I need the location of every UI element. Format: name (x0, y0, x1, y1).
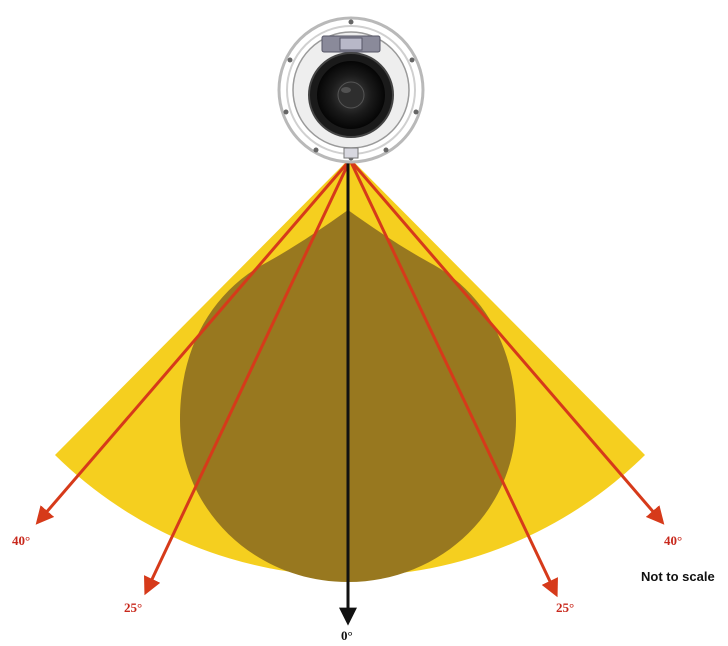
angle-label-center-0: 0° (341, 628, 353, 643)
not-to-scale-note: Not to scale (641, 569, 715, 584)
ray-right-40 (348, 159, 665, 525)
angle-label-right-25: 25° (556, 600, 574, 615)
ray-right-25 (348, 159, 558, 598)
ray-left-25 (144, 159, 352, 596)
angle-label-right-40: 40° (664, 533, 682, 548)
angle-label-left-40: 40° (12, 533, 30, 548)
ray-left-40 (35, 159, 352, 525)
ceiling-speaker-icon (277, 16, 425, 164)
angle-label-left-25: 25° (124, 600, 142, 615)
